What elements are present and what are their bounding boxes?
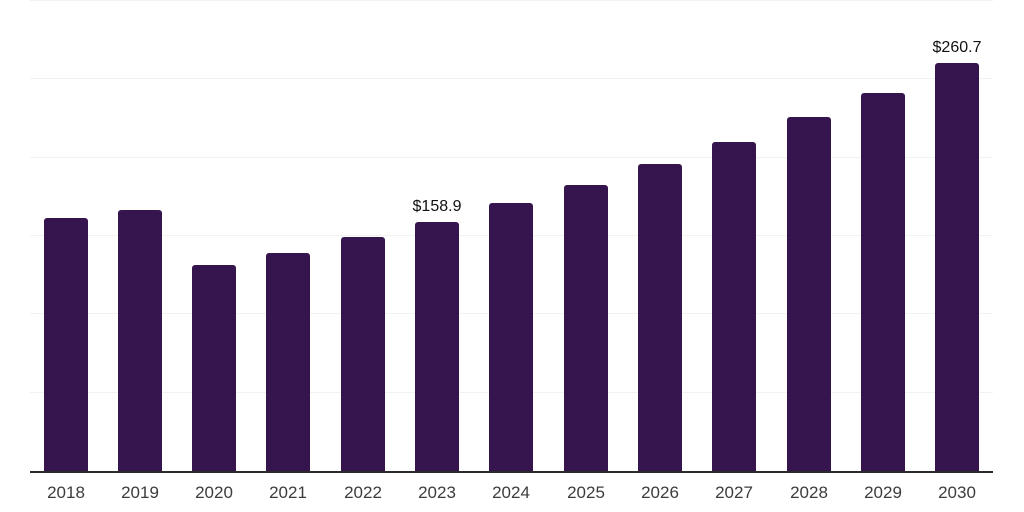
plot-area: $158.9 $260.7 (30, 0, 993, 473)
x-tick-2018: 2018 (47, 483, 85, 502)
gridline-250 (30, 78, 993, 79)
bar-2018 (44, 218, 88, 471)
x-tick-2019: 2019 (121, 483, 159, 502)
x-tick-2029: 2029 (864, 483, 902, 502)
bar-2025 (564, 185, 608, 471)
bar-2029 (861, 93, 905, 471)
bar-2024 (489, 203, 533, 471)
x-tick-2028: 2028 (790, 483, 828, 502)
bar-2023 (415, 222, 459, 471)
x-tick-2025: 2025 (567, 483, 605, 502)
x-tick-2023: 2023 (418, 483, 456, 502)
bar-2030 (935, 63, 979, 471)
x-tick-2027: 2027 (715, 483, 753, 502)
bar-2027 (712, 142, 756, 471)
value-label-2030: $260.7 (932, 39, 982, 56)
bar-2022 (341, 237, 385, 471)
x-tick-2021: 2021 (269, 483, 307, 502)
gridline-200 (30, 157, 993, 158)
x-tick-2030: 2030 (938, 483, 976, 502)
bar-2021 (266, 253, 310, 471)
x-tick-2024: 2024 (492, 483, 530, 502)
bar-2028 (787, 117, 831, 471)
bar-2026 (638, 164, 682, 471)
bar-2019 (118, 210, 162, 471)
value-label-2023: $158.9 (412, 198, 462, 215)
x-tick-2026: 2026 (641, 483, 679, 502)
bar-2020 (192, 265, 236, 471)
x-tick-2020: 2020 (195, 483, 233, 502)
gridline-300 (30, 0, 993, 1)
x-axis-line (30, 471, 993, 473)
x-tick-2022: 2022 (344, 483, 382, 502)
